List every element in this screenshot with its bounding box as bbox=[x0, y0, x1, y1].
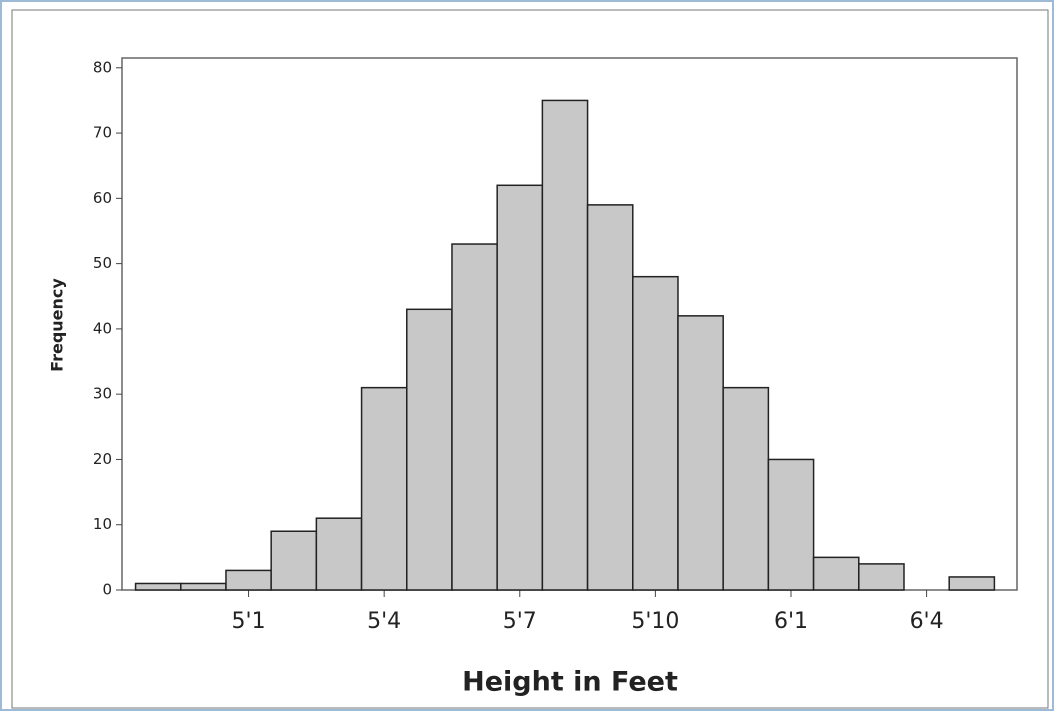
bar bbox=[948, 576, 996, 591]
bar bbox=[767, 458, 815, 591]
bar bbox=[270, 530, 318, 591]
bar bbox=[406, 308, 453, 591]
bar bbox=[812, 556, 860, 591]
x-tick-label: 5'7 bbox=[503, 609, 537, 634]
bar bbox=[360, 386, 408, 591]
x-axis-label: Height in Feet bbox=[462, 667, 678, 698]
x-tick-label: 5'4 bbox=[367, 609, 401, 634]
bar bbox=[677, 315, 724, 591]
bar bbox=[496, 184, 544, 591]
y-tick-label: 30 bbox=[93, 385, 112, 403]
x-tick-label: 5'1 bbox=[232, 609, 266, 634]
bar bbox=[225, 569, 272, 591]
x-tick-label: 6'4 bbox=[910, 609, 944, 634]
y-tick-label: 60 bbox=[93, 189, 112, 207]
bar bbox=[180, 582, 227, 591]
bar bbox=[586, 204, 634, 591]
y-tick-label: 40 bbox=[93, 319, 112, 337]
y-tick-label: 0 bbox=[102, 581, 112, 599]
x-tick-label: 5'10 bbox=[631, 609, 679, 634]
y-tick-label: 70 bbox=[93, 124, 112, 142]
bar bbox=[451, 243, 498, 591]
y-tick-label: 80 bbox=[93, 58, 112, 76]
bar bbox=[134, 582, 182, 591]
x-tick-label: 6'1 bbox=[774, 609, 808, 634]
y-axis-label: Frequency bbox=[48, 278, 67, 372]
bar bbox=[722, 386, 770, 591]
bar bbox=[632, 275, 679, 591]
bar bbox=[858, 563, 905, 591]
bar bbox=[541, 99, 589, 591]
y-tick-label: 10 bbox=[93, 515, 112, 533]
bar bbox=[315, 517, 363, 591]
y-tick-label: 50 bbox=[93, 254, 112, 272]
y-tick-label: 20 bbox=[93, 450, 112, 468]
